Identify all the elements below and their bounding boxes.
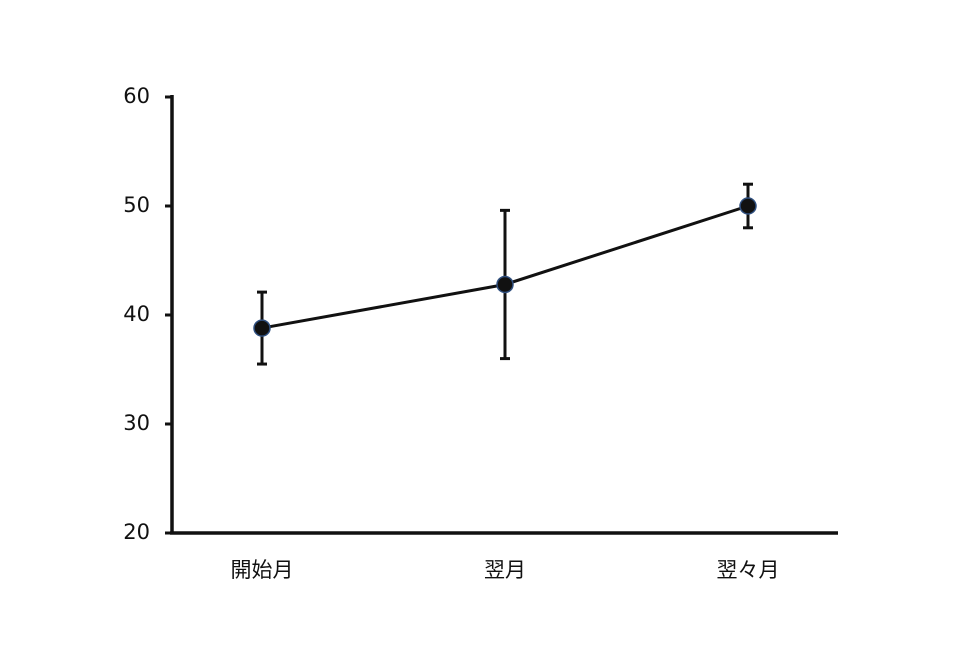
y-tick-label: 50 xyxy=(123,193,150,217)
y-tick-label: 40 xyxy=(123,302,150,326)
y-tick-label: 30 xyxy=(123,411,150,435)
y-tick-label: 60 xyxy=(123,84,150,108)
point xyxy=(496,275,514,294)
x-tick-label: 翌月 xyxy=(484,558,526,582)
y-tick-label: 20 xyxy=(123,520,150,544)
x-tick-label: 翌々月 xyxy=(717,558,780,582)
x-tick-label: 開始月 xyxy=(231,558,294,582)
point xyxy=(739,197,757,215)
point xyxy=(253,319,271,337)
